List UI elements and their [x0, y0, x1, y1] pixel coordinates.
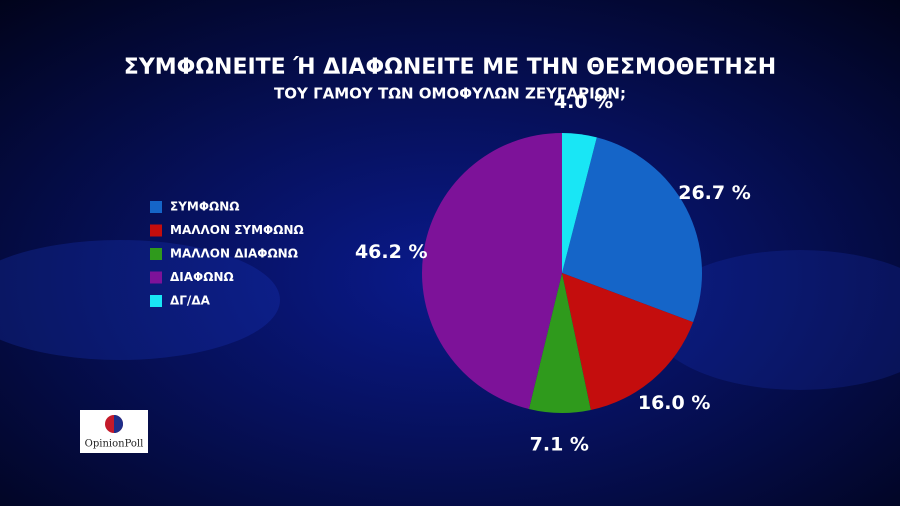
logo-text: OpinionPoll	[85, 439, 144, 450]
data-label: 4.0 %	[554, 91, 613, 113]
legend-label: ΣΥΜΦΩΝΩ	[170, 200, 239, 214]
legend-swatch	[150, 295, 162, 307]
legend-swatch	[150, 248, 162, 260]
pie-slice	[562, 137, 702, 323]
logo-icon	[114, 415, 123, 433]
background-glow	[0, 240, 280, 360]
chart-title: ΣΥΜΦΩΝΕΙΤΕ Ή ΔΙΑΦΩΝΕΙΤΕ ΜΕ ΤΗΝ ΘΕΣΜΟΘΕΤΗ…	[124, 55, 776, 80]
legend-swatch	[150, 271, 162, 284]
data-label: 7.1 %	[530, 433, 589, 455]
legend-label: ΜΑΛΛΟΝ ΔΙΑΦΩΝΩ	[170, 247, 298, 261]
legend-swatch	[150, 224, 162, 237]
legend-label: ΜΑΛΛΟΝ ΣΥΜΦΩΝΩ	[170, 223, 304, 237]
pie-slice	[528, 273, 591, 413]
data-label: 46.2 %	[355, 241, 428, 263]
chart-subtitle: ΤΟΥ ΓΑΜΟΥ ΤΩΝ ΟΜΟΦΥΛΩΝ ΖΕΥΓΑΡΙΩΝ;	[274, 85, 626, 103]
pie-slice	[562, 273, 694, 411]
legend-label: ΔΙΑΦΩΝΩ	[170, 270, 234, 284]
data-label: 16.0 %	[638, 392, 711, 414]
pie-slice	[562, 133, 597, 273]
pie-slice	[421, 133, 562, 410]
data-label: 26.7 %	[678, 182, 751, 204]
background-glow	[650, 250, 900, 390]
legend-label: ΔΓ/ΔΑ	[170, 294, 211, 308]
logo: OpinionPoll	[80, 410, 148, 453]
legend-swatch	[150, 201, 162, 213]
